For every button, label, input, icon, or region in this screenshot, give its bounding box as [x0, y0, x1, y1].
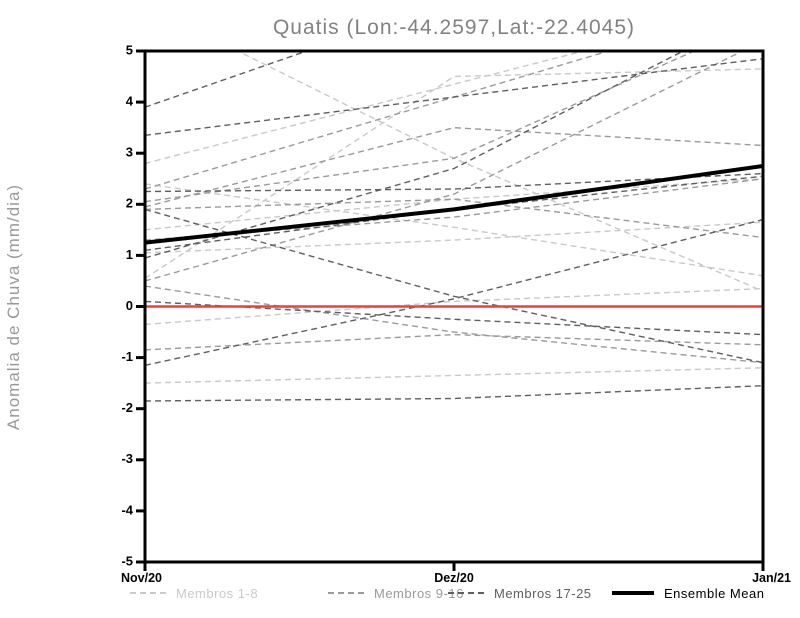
member-line — [145, 287, 763, 326]
member-line — [145, 221, 763, 254]
y-tick-label: 4 — [126, 94, 134, 109]
member-line — [145, 178, 763, 231]
dashed-line-sample-icon — [328, 592, 364, 594]
legend-label: Ensemble Mean — [664, 585, 765, 601]
y-tick-label: -3 — [121, 451, 133, 466]
legend-label: Membros 1-8 — [176, 585, 259, 601]
member-line — [145, 218, 763, 366]
member-line — [145, 367, 763, 384]
legend-item-ensemble-mean: Ensemble Mean — [612, 585, 764, 601]
solid-line-sample-icon — [612, 591, 654, 595]
y-tick-label: 0 — [126, 298, 133, 313]
member-line — [145, 126, 763, 208]
y-tick-label: -5 — [121, 553, 133, 568]
chart-title: Quatis (Lon:-44.2597,Lat:-22.4045) — [272, 16, 636, 39]
member-line — [145, 51, 745, 282]
x-tick-label: Dez/20 — [434, 571, 474, 585]
y-tick-label: -1 — [121, 349, 133, 364]
member-line — [145, 285, 763, 364]
member-line — [145, 51, 309, 108]
y-tick-label: -4 — [121, 502, 133, 517]
ensemble-mean-line — [145, 164, 763, 245]
member-line — [145, 51, 696, 203]
member-line — [145, 198, 763, 239]
legend-item-members-17-25: Membros 17-25 — [448, 585, 592, 601]
x-tick-label: Jan/21 — [752, 571, 791, 585]
y-tick-label: 1 — [126, 247, 133, 262]
y-tick-label: 3 — [126, 145, 133, 160]
legend-label: Membros 17-25 — [494, 585, 592, 601]
legend-item-members-9-16: Membros 9-16 — [328, 585, 464, 601]
member-line — [145, 333, 763, 351]
member-line — [145, 175, 763, 251]
x-tick-label: Nov/20 — [121, 571, 162, 585]
member-line — [145, 183, 763, 277]
dashed-line-sample-icon — [130, 592, 166, 594]
legend-label: Membros 9-16 — [374, 585, 464, 601]
member-line — [145, 58, 763, 136]
y-tick-label: 2 — [126, 196, 133, 211]
member-line — [236, 51, 763, 292]
y-tick-label: -2 — [121, 400, 133, 415]
member-line — [145, 51, 685, 259]
member-line — [145, 208, 763, 364]
y-tick-label: 5 — [126, 42, 133, 57]
dashed-line-sample-icon — [448, 592, 484, 594]
member-line — [145, 68, 763, 279]
legend-item-members-1-8: Membros 1-8 — [130, 585, 258, 601]
member-line — [145, 385, 763, 402]
